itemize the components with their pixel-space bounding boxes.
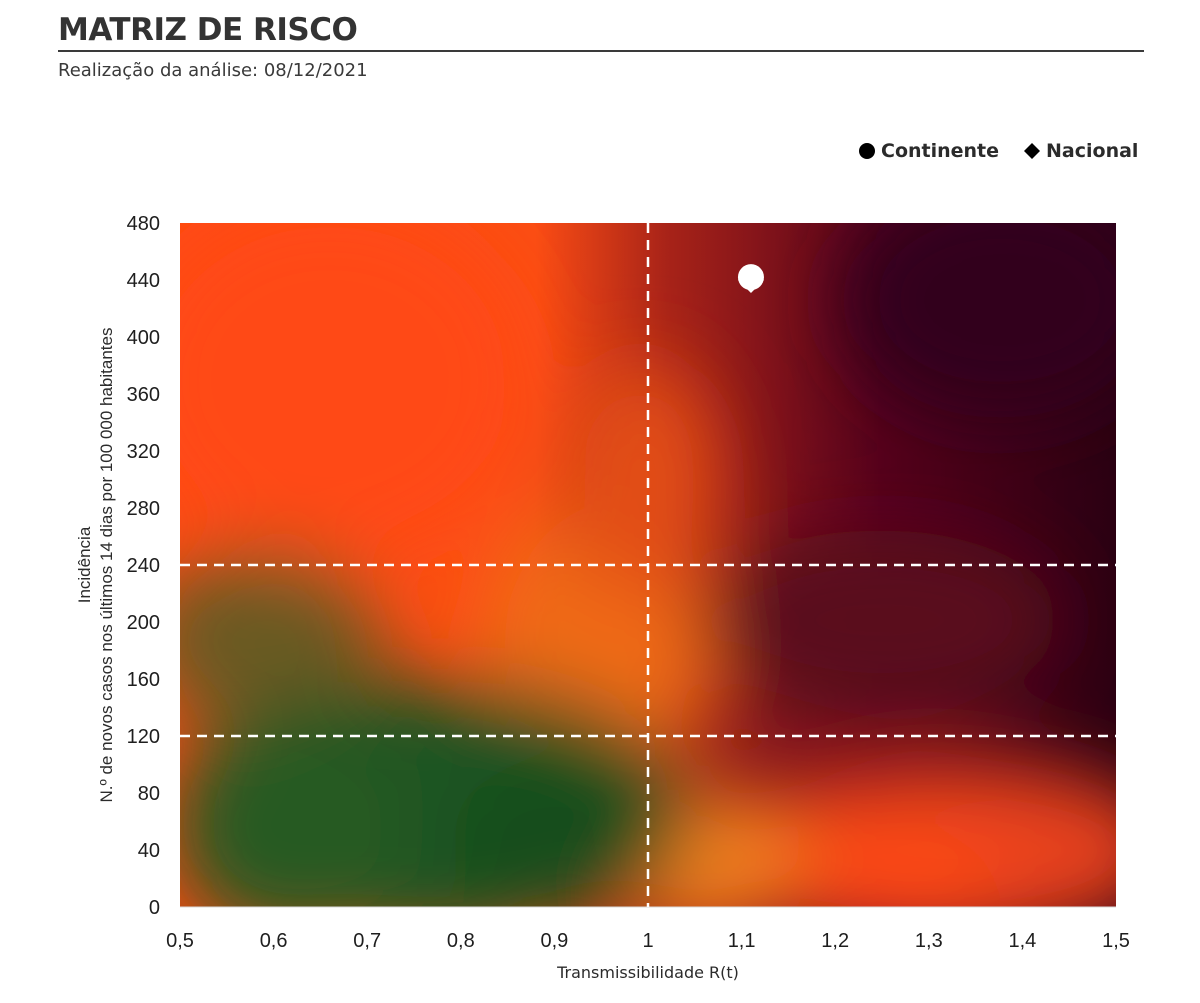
legend-label-nacional: Nacional: [1046, 140, 1139, 162]
x-tick-label: 0,9: [540, 930, 568, 952]
y-tick-label: 160: [127, 669, 160, 691]
page-title: MATRIZ DE RISCO: [58, 12, 358, 48]
x-tick-label: 1,2: [821, 930, 849, 952]
y-tick-label: 400: [127, 327, 160, 349]
x-tick-label: 1: [642, 930, 653, 952]
y-tick-label: 480: [127, 213, 160, 235]
reference-lines: [180, 223, 1116, 907]
y-tick-label: 280: [127, 498, 160, 520]
y-tick-label: 200: [127, 612, 160, 634]
y-tick-label: 80: [138, 783, 160, 805]
y-tick-label: 240: [127, 555, 160, 577]
x-tick-label: 0,7: [353, 930, 381, 952]
legend-item-nacional: Nacional: [1023, 140, 1138, 162]
y-tick-label: 360: [127, 384, 160, 406]
y-axis-label-line2: N.º de novos casos nos últimos 14 dias p…: [97, 328, 116, 803]
chart-axes: 0,5 0,6 0,7 0,8 0,9 1 1,1 1,2 1,3 1,4 1,5 0 40 80 120 1…: [127, 213, 1130, 952]
x-tick-label: 0,8: [447, 930, 475, 952]
y-tick-label: 0: [149, 897, 160, 919]
x-tick-label: 1,4: [1008, 930, 1036, 952]
x-tick-label: 1,5: [1102, 930, 1130, 952]
title-divider: [58, 50, 1144, 52]
circle-icon: [859, 143, 875, 159]
risk-heatmap-background: [180, 223, 1116, 907]
y-tick-label: 440: [127, 270, 160, 292]
y-tick-label: 40: [138, 840, 160, 862]
data-points: [737, 264, 764, 293]
x-tick-label: 0,5: [166, 930, 194, 952]
diamond-icon: [1024, 143, 1041, 159]
legend-label-continente: Continente: [881, 140, 1000, 162]
x-tick-label: 1,3: [915, 930, 943, 952]
y-tick-label: 320: [127, 441, 160, 463]
y-tick-label: 120: [127, 726, 160, 748]
analysis-date: Realização da análise: 08/12/2021: [58, 60, 368, 81]
x-tick-label: 0,6: [260, 930, 288, 952]
y-axis-label-line1: Incidência: [75, 526, 94, 603]
x-tick-label: 1,1: [728, 930, 756, 952]
chart-legend: Continente Nacional: [858, 140, 1138, 162]
point-continente: [737, 264, 764, 291]
x-axis-label: Transmissibilidade R(t): [556, 963, 739, 982]
legend-item-continente: Continente: [858, 140, 999, 162]
